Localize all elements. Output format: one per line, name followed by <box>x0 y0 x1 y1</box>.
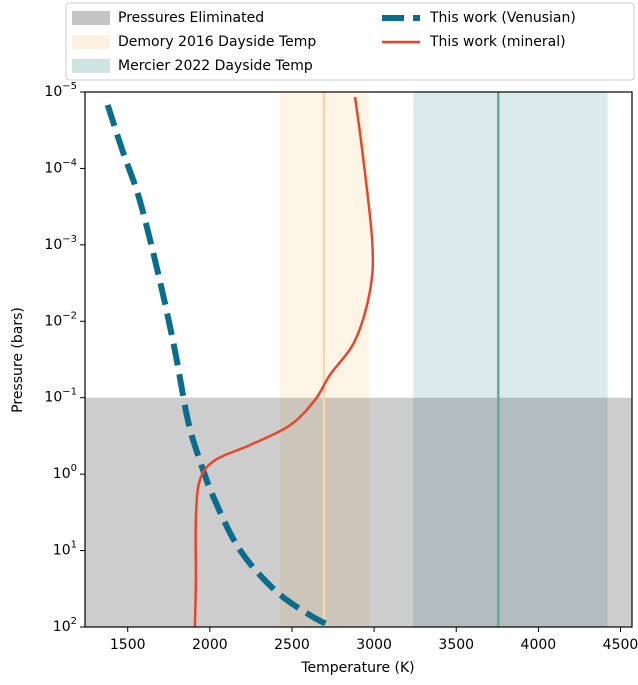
legend-swatch <box>72 59 110 73</box>
legend-label: Demory 2016 Dayside Temp <box>118 34 316 50</box>
y-tick-label: 10−1 <box>44 387 77 406</box>
legend-label: Mercier 2022 Dayside Temp <box>118 58 313 74</box>
y-tick-label: 10−2 <box>44 310 77 329</box>
y-tick-label: 10−3 <box>44 234 77 253</box>
legend-label: This work (mineral) <box>429 34 566 50</box>
series-line <box>104 104 335 627</box>
legend-label: Pressures Eliminated <box>118 10 264 26</box>
y-tick-label: 102 <box>53 616 77 635</box>
legend-box <box>65 2 635 81</box>
y-tick-label: 10−4 <box>44 157 77 176</box>
x-tick-label: 4500 <box>603 637 638 653</box>
y-tick-label: 100 <box>53 463 77 482</box>
legend-swatch <box>72 35 110 49</box>
series-line <box>193 96 375 627</box>
x-tick-label: 4000 <box>521 637 557 653</box>
x-axis-label: Temperature (K) <box>300 660 414 676</box>
x-tick-label: 3000 <box>356 637 392 653</box>
plot-area <box>85 92 632 627</box>
legend-label: This work (Venusian) <box>429 10 576 26</box>
temp-band <box>413 92 608 627</box>
legend-swatch <box>72 11 110 25</box>
x-tick-label: 2000 <box>192 637 228 653</box>
x-tick-label: 1500 <box>110 637 146 653</box>
y-axis-label: Pressure (bars) <box>10 307 26 413</box>
y-tick-label: 10−5 <box>44 81 77 100</box>
x-tick-label: 3500 <box>438 637 474 653</box>
plot-frame <box>84 91 633 628</box>
y-tick-label: 101 <box>53 540 77 559</box>
x-tick-label: 2500 <box>274 637 310 653</box>
